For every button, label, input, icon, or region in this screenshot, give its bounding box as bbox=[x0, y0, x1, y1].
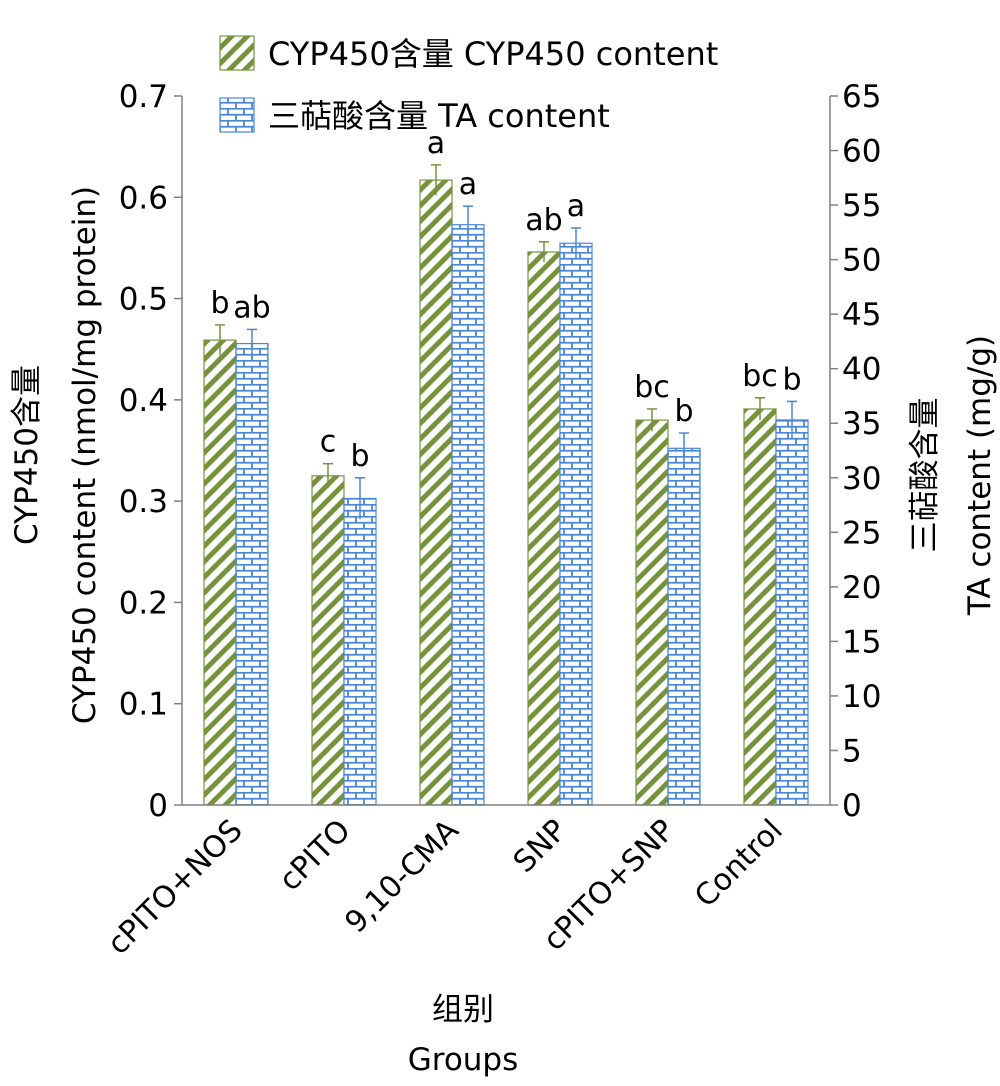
bar-ta bbox=[235, 343, 269, 806]
significance-letter: b bbox=[782, 362, 801, 397]
bar-cyp450 bbox=[743, 408, 777, 806]
significance-letter: b bbox=[350, 439, 369, 474]
significance-letter: a bbox=[459, 167, 477, 202]
significance-letter: b bbox=[210, 286, 229, 321]
right-tick-label: 65 bbox=[842, 79, 881, 115]
legend-swatch-cyp450 bbox=[219, 35, 255, 71]
left-tick-label: 0.6 bbox=[119, 180, 168, 216]
axis-labels: CYP450含量 CYP450 content (nmol/mg protein)… bbox=[9, 186, 998, 1078]
right-tick-label: 55 bbox=[842, 188, 881, 224]
legend-swatch-ta bbox=[219, 97, 255, 133]
bar-cyp450 bbox=[635, 419, 669, 806]
left-axis-title-line1: CYP450含量 bbox=[9, 365, 45, 545]
right-tick-label: 35 bbox=[842, 406, 881, 442]
right-tick-label: 0 bbox=[842, 788, 862, 824]
bar-ta bbox=[343, 497, 377, 806]
legend-label: 三萜酸含量 TA content bbox=[268, 97, 610, 135]
significance-letter: bc bbox=[634, 370, 670, 405]
significance-letter: a bbox=[567, 189, 585, 224]
left-tick-label: 0.3 bbox=[119, 484, 168, 520]
bar-cyp450 bbox=[311, 475, 345, 806]
significance-letter: ab bbox=[233, 290, 270, 325]
right-tick-label: 50 bbox=[842, 243, 881, 279]
right-tick-label: 40 bbox=[842, 352, 881, 388]
x-tick-label: SNP bbox=[507, 813, 574, 880]
x-tick-label: cPITO bbox=[273, 813, 358, 898]
significance-letter: a bbox=[427, 126, 445, 161]
bar-ta bbox=[775, 419, 809, 806]
bar-ta bbox=[559, 242, 593, 806]
x-axis-title-line1: 组别 bbox=[432, 992, 494, 1028]
bar-cyp450 bbox=[203, 339, 237, 806]
bar-ta bbox=[667, 447, 701, 806]
left-tick-label: 0.5 bbox=[119, 282, 168, 318]
left-tick-label: 0.4 bbox=[119, 383, 168, 419]
right-tick-label: 25 bbox=[842, 515, 881, 551]
right-axis-title-line2: TA content (mg/g) bbox=[962, 335, 998, 616]
right-tick-label: 45 bbox=[842, 297, 881, 333]
right-tick-label: 20 bbox=[842, 570, 881, 606]
x-axis-title-line2: Groups bbox=[408, 1042, 519, 1078]
right-tick-label: 15 bbox=[842, 624, 881, 660]
right-tick-label: 10 bbox=[842, 679, 881, 715]
right-tick-label: 30 bbox=[842, 461, 881, 497]
x-tick-label: 9,10-CMA bbox=[338, 813, 466, 941]
significance-letter: b bbox=[674, 394, 693, 429]
bar-ta bbox=[451, 224, 485, 806]
bar-cyp450 bbox=[527, 251, 561, 806]
legend: CYP450含量 CYP450 content 三萜酸含量 TA content bbox=[219, 35, 718, 135]
left-axis-title-line2: CYP450 content (nmol/mg protein) bbox=[67, 186, 103, 724]
left-tick-label: 0.1 bbox=[119, 687, 168, 723]
left-tick-label: 0 bbox=[148, 788, 168, 824]
x-tick-label: cPITO+NOS bbox=[101, 813, 250, 962]
x-tick-label: Control bbox=[688, 813, 789, 914]
bar-cyp450 bbox=[419, 179, 453, 806]
significance-letter: c bbox=[320, 425, 337, 460]
significance-letter: bc bbox=[742, 359, 778, 394]
legend-label: CYP450含量 CYP450 content bbox=[268, 35, 718, 73]
left-tick-label: 0.7 bbox=[119, 79, 168, 115]
significance-letter: ab bbox=[525, 203, 562, 238]
left-tick-label: 0.2 bbox=[119, 585, 168, 621]
right-tick-label: 60 bbox=[842, 134, 881, 170]
right-tick-label: 5 bbox=[842, 733, 862, 769]
right-axis-title-line1: 三萜酸含量 bbox=[907, 398, 943, 553]
